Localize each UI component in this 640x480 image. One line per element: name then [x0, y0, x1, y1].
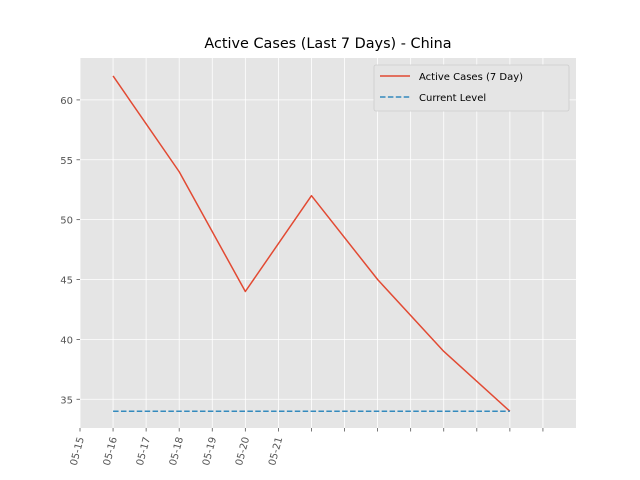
series-line-active-cases: [112, 75, 511, 412]
legend-label-active-cases: Active Cases (7 Day): [419, 72, 523, 83]
y-tick-label: 55: [60, 156, 73, 167]
y-tick-label: 45: [60, 276, 73, 287]
plot-area: [80, 58, 576, 428]
y-tick-label: 40: [60, 335, 73, 346]
legend: Active Cases (7 Day) Current Level: [373, 64, 570, 112]
x-tick-label: 05-20: [234, 436, 252, 467]
legend-label-current-level: Current Level: [419, 93, 486, 104]
x-tick-label: 05-21: [267, 436, 285, 467]
x-tick-label: 05-19: [201, 436, 219, 467]
series-lines: [112, 75, 511, 412]
chart-title: Active Cases (Last 7 Days) - China: [204, 36, 451, 52]
x-tick-label: 05-15: [69, 436, 87, 467]
y-tick-label: 50: [60, 216, 73, 227]
y-tick-label: 60: [60, 96, 73, 107]
legend-box: [373, 64, 570, 112]
x-tick-label: 05-16: [102, 436, 120, 467]
y-tick-label: 35: [60, 395, 73, 406]
x-tick-label: 05-18: [168, 436, 186, 467]
x-tick-label: 05-17: [135, 436, 153, 467]
